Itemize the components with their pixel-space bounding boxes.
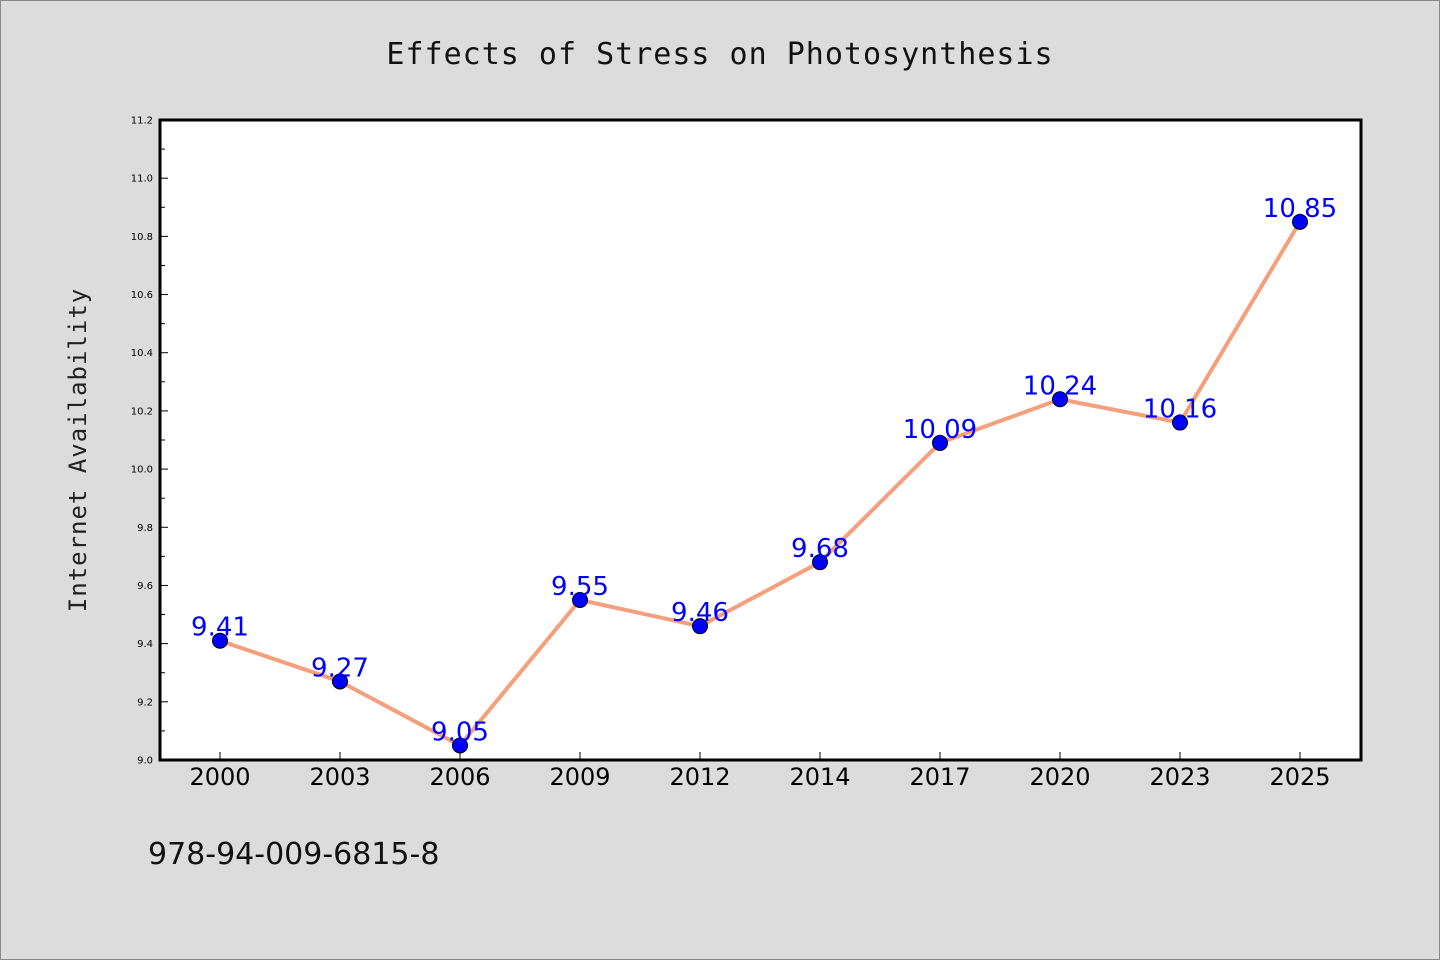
plot-area [158,118,1363,762]
y-tick-label: 9.4 [137,639,153,650]
y-tick-label: 9.6 [137,581,153,592]
data-point [932,434,948,451]
y-tick-label: 11.0 [131,174,153,185]
y-tick-label: 10.2 [131,406,153,417]
x-tick-label: 2000 [189,763,250,791]
data-label: 10.09 [903,415,977,445]
x-axis: 2000 2003 2006 2009 2012 2014 2017 2020 2023 2025 [189,752,1331,791]
y-tick-label: 10.4 [131,348,153,359]
series-line [219,220,1302,748]
y-tick-label: 10.0 [131,465,153,476]
isbn-text: 978-94-009-6815-8 [148,837,439,872]
data-label: 10.16 [1143,395,1217,425]
y-axis: 9.0 9.2 9.4 9.6 9.8 10.0 10.2 10.4 10.6 10.8 11.0 1… [131,116,168,767]
data-label: 9.68 [791,534,849,564]
data-point [812,554,828,571]
x-tick-label: 2009 [549,763,610,791]
series-line-group [219,220,1302,748]
data-label: 9.46 [671,598,729,628]
x-tick-label: 2023 [1149,763,1210,791]
data-point [572,592,588,608]
y-tick-label: 10.6 [131,290,153,301]
data-label: 9.05 [431,717,489,747]
y-tick-label: 9.2 [137,697,153,708]
data-point [1172,414,1188,431]
y-tick-label: 9.0 [137,756,153,767]
x-tick-label: 2003 [309,763,370,791]
data-point [212,632,228,649]
data-label: 9.55 [551,572,609,602]
data-label: 9.41 [191,613,249,643]
data-point [692,618,708,635]
x-tick-label: 2006 [429,763,490,791]
chart-title: Effects of Stress on Photosynthesis [386,37,1053,72]
data-markers [212,213,1308,754]
y-tick-label: 9.8 [137,523,153,534]
data-label: 9.27 [311,653,369,683]
data-point [1052,391,1068,408]
data-label: 10.85 [1263,194,1337,224]
x-tick-label: 2020 [1029,763,1090,791]
y-axis-label: Internet Availability [64,288,92,612]
data-label: 10.24 [1023,371,1097,401]
y-tick-label: 11.2 [131,116,153,127]
data-point [452,737,468,754]
data-point [1292,213,1308,230]
data-point [332,673,348,690]
x-tick-label: 2017 [909,763,970,791]
data-labels: 9.41 9.27 9.05 9.55 9.46 9.68 10.09 10.24 10.16 1… [191,194,1337,748]
x-tick-label: 2012 [669,763,730,791]
x-tick-label: 2025 [1269,763,1330,791]
y-tick-label: 10.8 [131,232,153,243]
x-tick-label: 2014 [789,763,850,791]
